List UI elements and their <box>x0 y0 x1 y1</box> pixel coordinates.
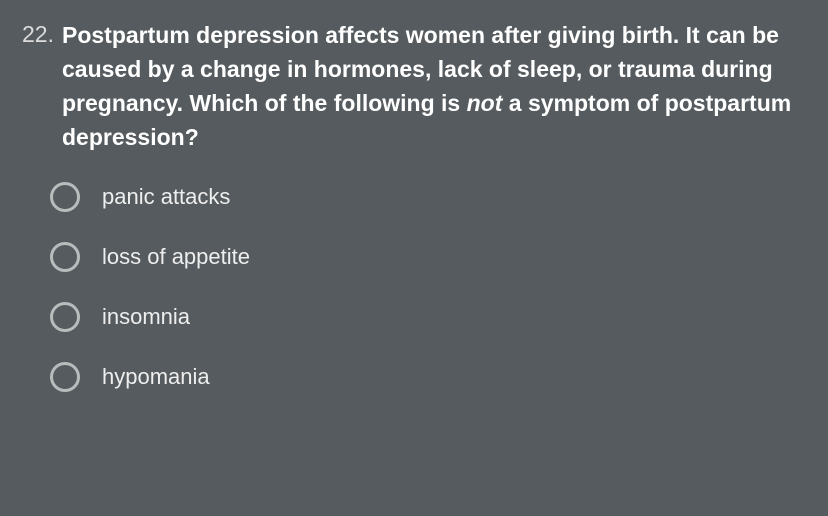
option-label-0: panic attacks <box>102 184 230 210</box>
radio-icon <box>50 242 80 272</box>
option-2[interactable]: insomnia <box>50 302 798 332</box>
option-label-3: hypomania <box>102 364 210 390</box>
option-label-1: loss of appetite <box>102 244 250 270</box>
radio-icon <box>50 302 80 332</box>
radio-icon <box>50 182 80 212</box>
option-3[interactable]: hypomania <box>50 362 798 392</box>
option-label-2: insomnia <box>102 304 190 330</box>
option-0[interactable]: panic attacks <box>50 182 798 212</box>
option-1[interactable]: loss of appetite <box>50 242 798 272</box>
question-row: 22. Postpartum depression affects women … <box>22 18 798 154</box>
options-group: panic attacks loss of appetite insomnia … <box>22 182 798 392</box>
question-text: Postpartum depression affects women afte… <box>62 18 798 154</box>
radio-icon <box>50 362 80 392</box>
question-text-emph: not <box>467 90 503 116</box>
question-number: 22. <box>22 18 54 51</box>
